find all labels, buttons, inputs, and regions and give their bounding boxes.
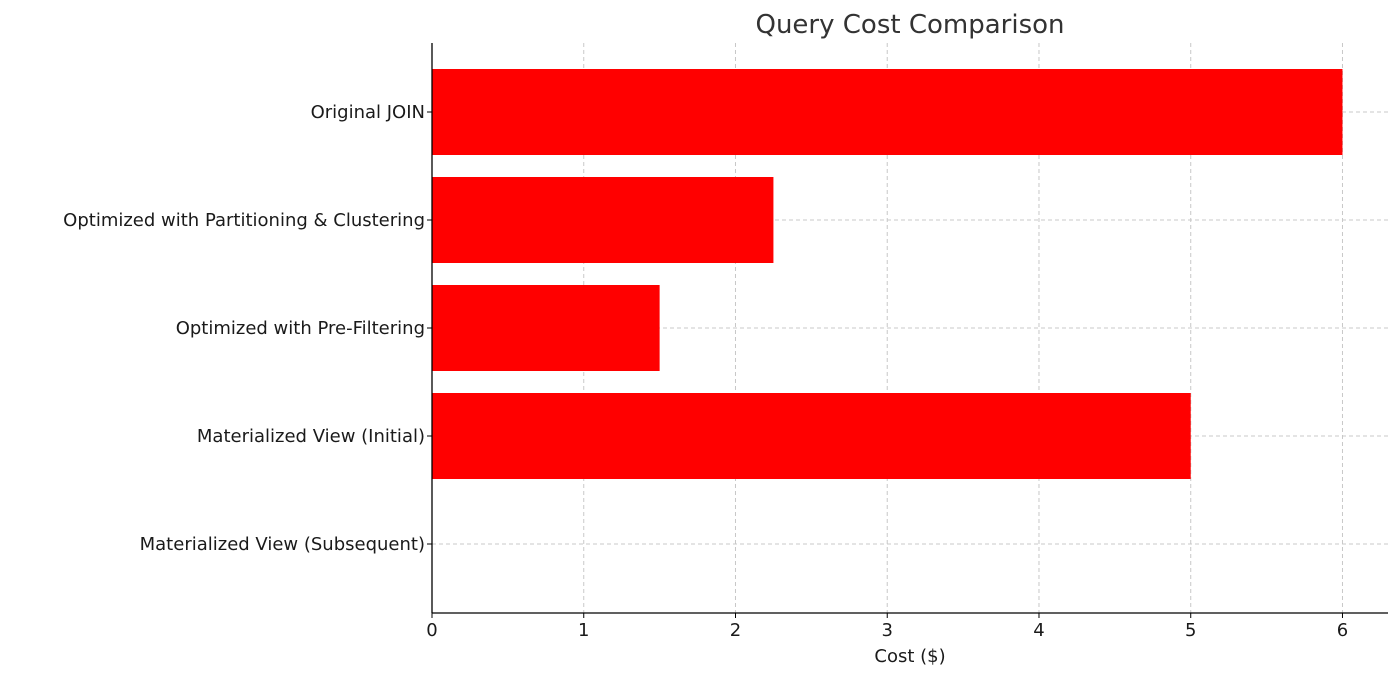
x-tick-label: 0 — [426, 620, 437, 641]
x-tick-label: 6 — [1337, 620, 1348, 641]
y-tick-label: Optimized with Pre-Filtering — [176, 318, 425, 339]
x-tick-label: 5 — [1185, 620, 1196, 641]
y-tick-label: Materialized View (Initial) — [197, 426, 425, 447]
bar — [432, 177, 774, 263]
x-tick-label: 2 — [730, 620, 741, 641]
bar — [432, 69, 1343, 155]
chart-title: Query Cost Comparison — [755, 10, 1064, 40]
x-tick-label: 1 — [578, 620, 589, 641]
bars — [432, 69, 1343, 479]
y-tick-label: Original JOIN — [311, 102, 425, 123]
ticks: 0 1 2 3 4 5 6 Original JOIN Optimized with Parti… — [63, 102, 1348, 641]
bar — [432, 393, 1191, 479]
y-tick-label: Materialized View (Subsequent) — [140, 534, 425, 555]
y-tick-label: Optimized with Partitioning & Clustering — [63, 210, 425, 231]
x-tick-label: 3 — [882, 620, 893, 641]
x-tick-label: 4 — [1033, 620, 1044, 641]
x-axis-label: Cost ($) — [874, 646, 945, 667]
bar — [432, 285, 660, 371]
